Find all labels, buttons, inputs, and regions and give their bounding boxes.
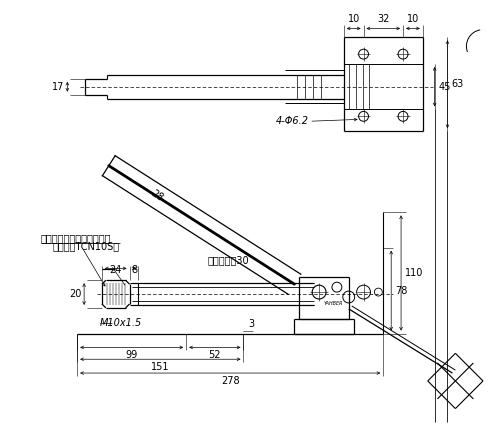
Text: 8: 8 (131, 265, 137, 276)
Text: （品番：TCN10S）: （品番：TCN10S） (52, 242, 120, 252)
Text: 278: 278 (221, 376, 240, 386)
Text: 110: 110 (405, 268, 423, 278)
Text: 10: 10 (407, 14, 419, 23)
Text: 10: 10 (348, 14, 360, 23)
Text: YAHBER: YAHBER (324, 302, 344, 306)
Text: 3: 3 (248, 319, 254, 329)
Text: 20: 20 (69, 289, 81, 299)
Text: ストローク30: ストローク30 (208, 255, 250, 265)
Text: 17: 17 (52, 82, 64, 92)
Text: 52: 52 (208, 350, 221, 360)
Text: 45: 45 (438, 82, 451, 92)
Text: カップリングナットセット: カップリングナットセット (40, 233, 111, 243)
Text: 32: 32 (377, 14, 390, 23)
Text: 99: 99 (126, 350, 138, 360)
Text: 24: 24 (110, 265, 122, 276)
Text: 63: 63 (452, 79, 464, 89)
Text: 4-Φ6.2: 4-Φ6.2 (276, 116, 309, 126)
Text: M10x1.5: M10x1.5 (100, 318, 142, 328)
Text: 151: 151 (151, 362, 170, 372)
Text: 28: 28 (150, 188, 165, 203)
Text: 78: 78 (395, 286, 407, 295)
